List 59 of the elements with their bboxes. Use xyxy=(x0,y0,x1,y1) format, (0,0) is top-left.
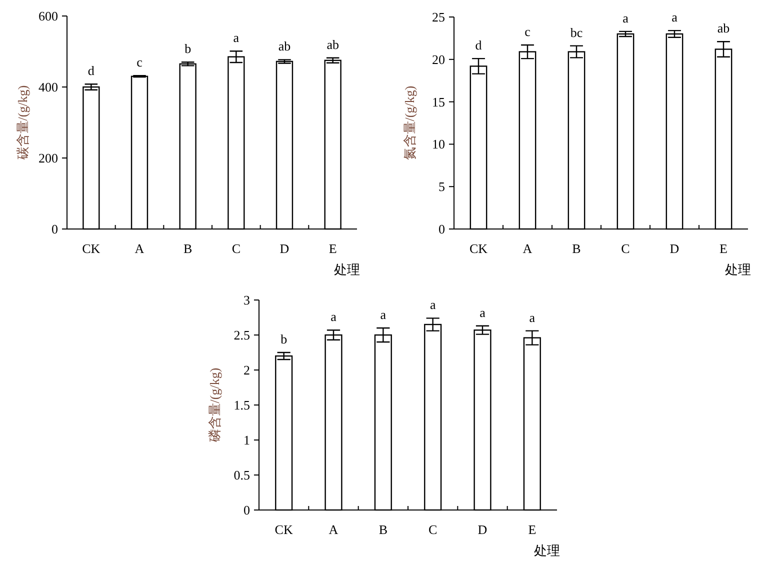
y-tick-label: 15 xyxy=(432,94,445,110)
y-tick-label: 2.5 xyxy=(234,328,250,342)
x-tick-label: B xyxy=(378,522,388,537)
annotation: b xyxy=(184,41,192,56)
annotation: a xyxy=(430,297,436,312)
x-tick-label: D xyxy=(280,241,290,256)
annotation: c xyxy=(136,54,143,70)
annotation: a xyxy=(672,10,678,25)
y-axis-title: 氮含量/(g/kg) xyxy=(402,86,417,160)
annotation: b xyxy=(280,332,288,346)
annotation: a xyxy=(529,310,536,325)
y-tick-label: 10 xyxy=(432,136,445,152)
y-tick-label: 400 xyxy=(38,80,58,94)
y-tick-label: 0.5 xyxy=(234,468,250,482)
annotation: d xyxy=(88,63,95,78)
y-tick-label: 20 xyxy=(432,52,445,67)
y-tick-label: 5 xyxy=(438,179,445,194)
annotation: bc xyxy=(570,24,583,40)
y-tick-label: 0 xyxy=(52,222,58,236)
y-tick-label: 600 xyxy=(38,8,58,24)
x-tick-label: CK xyxy=(274,522,294,537)
y-tick-label: 1.5 xyxy=(234,398,250,412)
x-tick-label: A xyxy=(522,241,533,256)
annotation: a xyxy=(380,307,386,322)
y-tick-label: 0 xyxy=(438,222,445,236)
x-tick-label: CK xyxy=(469,241,488,256)
x-tick-label: C xyxy=(621,241,630,256)
y-tick-label: 2 xyxy=(244,362,250,378)
x-tick-label: C xyxy=(232,241,241,256)
annotation: a xyxy=(330,309,337,324)
annotation: a xyxy=(480,304,486,320)
x-tick-label: D xyxy=(670,241,680,256)
annotation: a xyxy=(622,10,629,26)
annotation: c xyxy=(524,24,531,39)
x-axis-title: 处理 xyxy=(534,543,560,558)
x-tick-label: E xyxy=(328,241,337,256)
x-tick-label: B xyxy=(183,241,192,256)
x-tick-label: A xyxy=(134,241,145,256)
y-tick-label: 1 xyxy=(244,432,250,448)
annotation: a xyxy=(233,30,240,46)
x-tick-label: B xyxy=(572,241,582,256)
x-axis-title: 处理 xyxy=(334,262,360,277)
y-tick-label: 25 xyxy=(432,10,445,24)
annotation: ab xyxy=(278,38,291,54)
x-axis-title: 处理 xyxy=(725,262,751,277)
x-tick-label: C xyxy=(428,522,438,537)
annotation: ab xyxy=(717,20,730,36)
y-tick-label: 200 xyxy=(38,150,58,166)
annotation: d xyxy=(475,38,482,53)
y-axis-title: 碳含量/(g/kg) xyxy=(15,85,30,161)
y-tick-label: 0 xyxy=(244,502,250,518)
x-tick-label: D xyxy=(478,522,488,537)
annotation: ab xyxy=(326,36,339,52)
x-tick-label: E xyxy=(720,241,728,256)
y-tick-label: 3 xyxy=(244,292,250,308)
x-tick-label: A xyxy=(328,522,339,537)
x-tick-label: CK xyxy=(82,241,101,256)
y-axis-title: 磷含量/(g/kg) xyxy=(207,368,222,444)
x-tick-label: E xyxy=(528,522,536,537)
